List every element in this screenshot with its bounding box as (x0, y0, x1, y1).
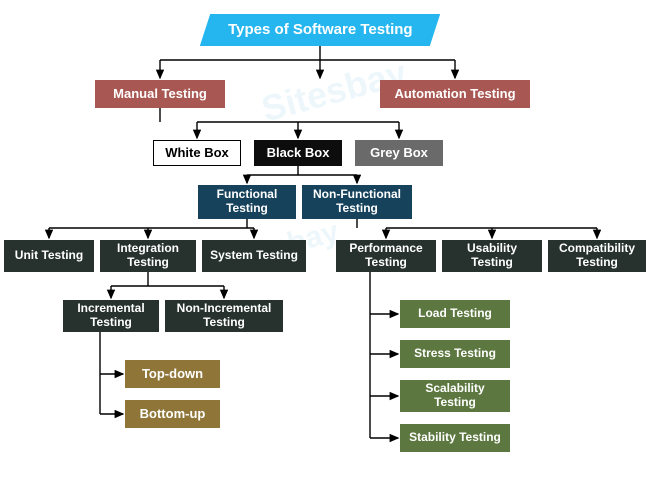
node-scalability-testing: Scalability Testing (400, 380, 510, 412)
node-non-incremental-testing: Non-Incremental Testing (165, 300, 283, 332)
node-bottom-up: Bottom-up (125, 400, 220, 428)
node-automation-testing: Automation Testing (380, 80, 530, 108)
node-integration-testing: Integration Testing (100, 240, 196, 272)
node-stress-testing: Stress Testing (400, 340, 510, 368)
node-functional-testing: Functional Testing (198, 185, 296, 219)
node-title: Types of Software Testing (200, 14, 440, 46)
node-stability-testing: Stability Testing (400, 424, 510, 452)
node-black-box: Black Box (254, 140, 342, 166)
node-unit-testing: Unit Testing (4, 240, 94, 272)
node-white-box: White Box (153, 140, 241, 166)
node-incremental-testing: Incremental Testing (63, 300, 159, 332)
node-usability-testing: Usability Testing (442, 240, 542, 272)
node-top-down: Top-down (125, 360, 220, 388)
node-system-testing: System Testing (202, 240, 306, 272)
node-compatibility-testing: Compatibility Testing (548, 240, 646, 272)
node-grey-box: Grey Box (355, 140, 443, 166)
node-non-functional-testing: Non-Functional Testing (302, 185, 412, 219)
node-performance-testing: Performance Testing (336, 240, 436, 272)
node-load-testing: Load Testing (400, 300, 510, 328)
node-manual-testing: Manual Testing (95, 80, 225, 108)
